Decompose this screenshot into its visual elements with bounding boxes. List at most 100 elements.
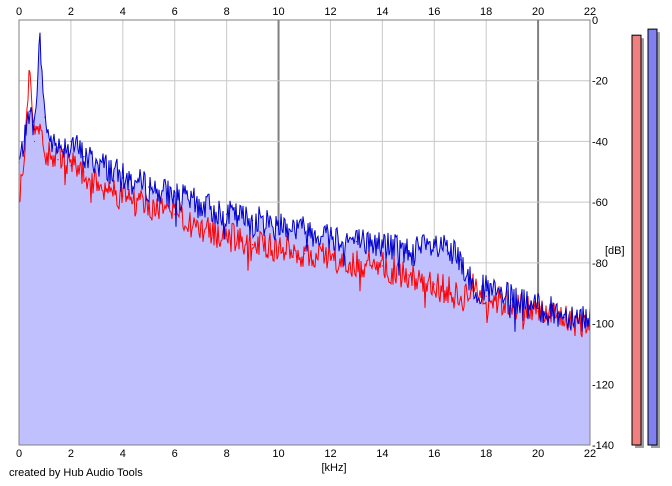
series-2-point [83,171,85,173]
series-2-point [28,74,30,76]
series-2-point [200,228,202,231]
x-tick-label-top: 20 [532,6,544,18]
x-tick-label-top: 10 [272,6,284,18]
series-2-point [148,207,150,209]
axis-ticks: 002244668810101212141416161818202022220-… [16,6,614,460]
x-tick-label-top: 22 [584,6,596,18]
series-1-point [49,140,51,143]
x-tick-label-bottom: 10 [272,448,284,460]
x-tick-label-top: 18 [480,6,492,18]
series-2-point [70,165,72,167]
series-1-point [122,177,124,179]
series-1-point [446,250,448,252]
series-2-point [485,295,487,297]
series-1-point [277,222,280,224]
series-2-point [355,262,358,264]
plot-frame [18,19,591,446]
y-tick-label: -100 [592,319,614,331]
y-axis-label: [dB] [605,245,625,257]
x-tick-label-bottom: 6 [172,448,178,460]
x-tick-label-bottom: 0 [16,448,22,460]
series-1-point [251,219,254,221]
series-1-line [18,32,591,332]
series-1-area [19,32,590,445]
series-1-point [226,213,228,215]
x-tick-label-top: 2 [68,6,74,18]
y-tick-label: -60 [592,197,608,209]
x-tick-label-bottom: 2 [68,448,74,460]
series-1-point [33,128,36,130]
series-1-point [83,156,85,158]
series-2-point [329,259,332,261]
x-tick-label-top: 6 [172,6,178,18]
x-tick-label-bottom: 20 [532,448,544,460]
series-1-point [459,259,461,261]
x-tick-label-bottom: 12 [324,448,336,460]
y-tick-label: -40 [592,136,608,148]
series-1-point [472,286,474,288]
series-1-point [174,195,176,197]
series-2-point [39,125,41,127]
y-tick-label: -140 [592,440,614,452]
series-2-point [122,195,124,197]
x-tick-label-top: 14 [376,6,388,18]
series-1-point [96,162,98,164]
level-meters [631,28,660,449]
series-2-point [109,189,111,191]
y-tick-label: 0 [592,15,598,27]
series-1-point [537,307,539,309]
x-tick-label-top: 8 [224,6,230,18]
series-1-point [148,186,150,188]
level-meter-bar [631,34,642,446]
x-tick-label-top: 4 [120,6,126,18]
series-1-point [28,110,30,112]
series-1-point [109,168,111,170]
series-1-point [485,289,487,291]
series-2-point [381,265,383,267]
series-1-point [407,250,409,252]
series-1-point [23,140,25,143]
series-2-point [407,274,409,276]
series-1-point [355,241,358,243]
y-tick-label: -20 [592,76,608,88]
series-1-point [433,247,435,249]
x-tick-label-top: 12 [324,6,336,18]
series-2-point [433,283,435,285]
x-tick-label-top: 16 [428,6,440,18]
x-tick-label-bottom: 4 [120,448,126,460]
series-2-point [49,152,51,155]
x-tick-label-bottom: 16 [428,448,440,460]
series-2-line [18,69,591,338]
series-2-point [96,183,98,185]
x-axis-label: [kHz] [321,462,346,474]
x-tick-label-bottom: 8 [224,448,230,460]
series-2-point [226,234,228,237]
series-1-point [39,37,41,39]
level-meter-bar [647,28,658,446]
series-2-point [446,289,448,291]
series-1-point [511,298,513,300]
series-1-point [563,313,565,316]
series-2-point [33,140,36,143]
series-2-point [174,213,176,215]
x-tick-label-bottom: 22 [584,448,596,460]
series-2-point [459,298,461,300]
y-tick-label: -80 [592,258,608,270]
series-1-point [70,140,72,143]
series-2-point [303,253,306,255]
series-2-point [57,159,59,161]
series-2-point [251,244,254,246]
series-layer [18,32,591,445]
series-1-point [303,228,306,231]
series-1-point [381,244,383,246]
series-1-point [200,204,202,206]
series-2-point [23,156,25,158]
series-2-point [537,310,539,313]
series-2-point [277,247,280,249]
y-tick-label: -120 [592,379,614,391]
series-2-point [44,156,46,158]
series-1-point [57,146,59,149]
series-1-point [44,116,46,118]
